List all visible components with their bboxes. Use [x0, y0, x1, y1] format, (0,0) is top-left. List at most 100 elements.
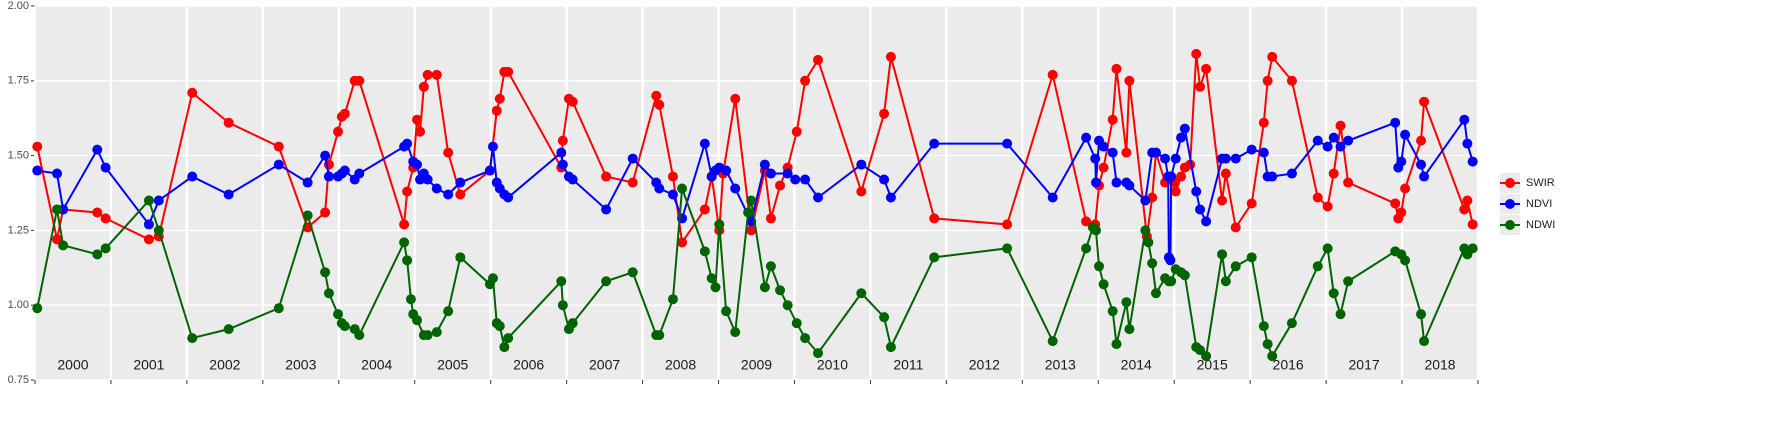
data-point [92, 249, 103, 260]
data-point [1166, 171, 1177, 182]
data-point [223, 189, 234, 200]
year-label: 2015 [1197, 357, 1228, 373]
data-point [399, 219, 410, 230]
data-point [187, 171, 198, 182]
data-point [1201, 351, 1212, 362]
data-point [1201, 216, 1212, 227]
data-point [601, 171, 612, 182]
year-label: 2003 [285, 357, 316, 373]
y-tick-label: 1.25 [8, 224, 29, 236]
data-point [699, 246, 710, 257]
data-point [405, 294, 416, 305]
data-point [422, 174, 433, 185]
data-point [813, 348, 824, 359]
data-point [1047, 69, 1058, 80]
data-point [455, 189, 466, 200]
year-label: 2017 [1349, 357, 1380, 373]
data-point [443, 306, 454, 317]
y-tick-label: 0.75 [8, 374, 29, 386]
data-point [627, 267, 638, 278]
data-point [52, 204, 63, 215]
data-point [1107, 147, 1118, 158]
data-point [714, 219, 725, 230]
year-label: 2018 [1424, 357, 1455, 373]
data-point [929, 252, 940, 263]
data-point [1328, 132, 1339, 143]
data-point [1262, 339, 1273, 350]
data-point [800, 174, 811, 185]
data-point [487, 141, 498, 152]
data-point [654, 99, 665, 110]
data-point [1258, 147, 1269, 158]
data-point [1322, 141, 1333, 152]
data-point [431, 183, 442, 194]
data-point [223, 117, 234, 128]
data-point [759, 282, 770, 293]
data-point [1195, 204, 1206, 215]
data-point [187, 333, 198, 344]
data-point [1002, 243, 1013, 254]
data-point [455, 177, 466, 188]
y-tick-label: 1.75 [8, 75, 29, 87]
data-point [1124, 75, 1135, 86]
data-point [415, 126, 426, 137]
data-point [1191, 48, 1202, 59]
data-point [100, 213, 111, 224]
data-point [1098, 141, 1109, 152]
data-point [1335, 141, 1346, 152]
data-point [1462, 195, 1473, 206]
data-point [1220, 153, 1231, 164]
data-point [1002, 219, 1013, 230]
data-point [879, 312, 890, 323]
data-point [627, 177, 638, 188]
data-point [1246, 198, 1257, 209]
data-point [143, 195, 154, 206]
data-point [813, 192, 824, 203]
data-point [1121, 297, 1132, 308]
data-point [1107, 306, 1118, 317]
data-point [1262, 75, 1273, 86]
data-point [354, 168, 365, 179]
data-point [627, 153, 638, 164]
data-point [1090, 225, 1101, 236]
data-point [491, 105, 502, 116]
year-label: 2000 [57, 357, 88, 373]
data-point [1416, 135, 1427, 146]
data-point [187, 87, 198, 98]
data-point [856, 159, 867, 170]
data-point [800, 75, 811, 86]
data-point [1467, 243, 1478, 254]
legend-label: NDWI [1526, 219, 1555, 231]
year-label: 2005 [437, 357, 468, 373]
data-point [791, 318, 802, 329]
data-point [273, 159, 284, 170]
data-point [1322, 201, 1333, 212]
data-point [273, 303, 284, 314]
data-point [1343, 177, 1354, 188]
data-point [885, 192, 896, 203]
data-point [1179, 123, 1190, 134]
data-point [339, 108, 350, 119]
data-point [879, 108, 890, 119]
legend-key-point [1505, 178, 1515, 188]
data-point [1396, 156, 1407, 167]
year-label: 2001 [133, 357, 164, 373]
data-point [1090, 177, 1101, 188]
panel-background [35, 6, 1478, 380]
year-label: 2016 [1273, 357, 1304, 373]
data-point [323, 171, 334, 182]
data-point [402, 186, 413, 197]
data-point [323, 288, 334, 299]
data-point [1191, 186, 1202, 197]
year-label: 2011 [893, 357, 923, 373]
data-point [1220, 168, 1231, 179]
data-point [885, 51, 896, 62]
data-point [431, 327, 442, 338]
data-point [32, 165, 43, 176]
legend-label: SWIR [1526, 177, 1555, 189]
data-point [100, 162, 111, 173]
data-point [1312, 135, 1323, 146]
data-point [765, 213, 776, 224]
data-point [1111, 177, 1122, 188]
data-point [557, 300, 568, 311]
